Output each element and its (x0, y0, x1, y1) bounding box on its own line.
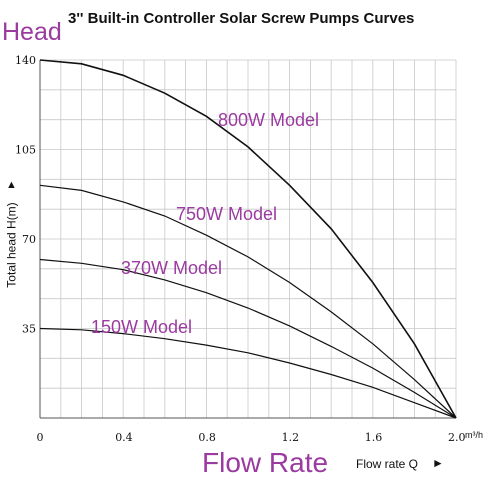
x-tick-label: 0 (37, 431, 44, 444)
series-label: 370W Model (121, 258, 222, 278)
x-axis-label: Flow rate Q (356, 457, 419, 471)
series-label: 150W Model (91, 317, 192, 337)
x-tick-label: 1.6 (365, 431, 383, 444)
series-line (39, 59, 457, 419)
x-axis-unit: m³/h (465, 430, 483, 440)
head-annotation: Head (2, 18, 62, 46)
x-axis-arrow-icon: ► (432, 456, 444, 470)
series-line (39, 258, 457, 419)
y-tick-label: 35 (22, 323, 36, 336)
chart-axes (39, 60, 456, 419)
x-tick-label: 0.8 (198, 431, 216, 444)
series-line (39, 184, 457, 419)
chart-ticks: 35 70 105 140 0 0.4 0.8 1.2 1.6 2.0 (15, 54, 466, 444)
x-tick-label: 1.2 (282, 431, 300, 444)
y-tick-label: 140 (15, 54, 36, 67)
series-line (39, 327, 457, 419)
x-tick-label: 0.4 (115, 431, 133, 444)
chart-series-labels: 800W Model 750W Model 370W Model 150W Model (91, 110, 319, 337)
series-label: 800W Model (218, 110, 319, 130)
y-axis-arrow-icon: ▲ (6, 179, 17, 191)
y-tick-label: 105 (15, 144, 36, 157)
y-tick-label: 70 (22, 233, 36, 246)
chart-title: 3'' Built-in Controller Solar Screw Pump… (68, 10, 415, 27)
flow-rate-annotation: Flow Rate (202, 447, 329, 478)
x-tick-label: 2.0 (448, 431, 466, 444)
chart-curves (39, 59, 457, 419)
series-label: 750W Model (176, 204, 277, 224)
